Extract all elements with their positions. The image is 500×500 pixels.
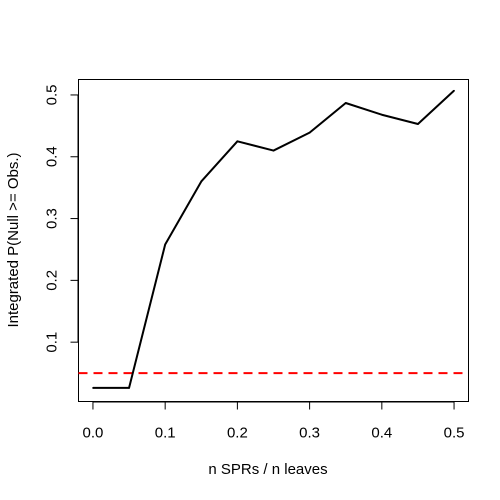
data-point — [453, 90, 455, 92]
y-tick-label: 0.4 — [44, 146, 61, 167]
x-tick-label: 0.0 — [83, 425, 104, 442]
x-tick-label: 0.1 — [155, 425, 176, 442]
x-tick-label: 0.5 — [444, 425, 465, 442]
x-tick-label: 0.3 — [299, 425, 320, 442]
y-tick-label: 0.2 — [44, 270, 61, 291]
data-point — [92, 387, 94, 389]
y-axis-label: Integrated P(Null >= Obs.) — [5, 152, 22, 327]
data-point — [345, 102, 347, 104]
y-tick-label: 0.3 — [44, 208, 61, 229]
series-layer — [92, 90, 455, 389]
series-line — [93, 91, 454, 388]
data-point — [417, 123, 419, 125]
y-tick-label: 0.1 — [44, 332, 61, 353]
data-point — [381, 114, 383, 116]
data-point — [273, 150, 275, 152]
x-axis-label: n SPRs / n leaves — [208, 461, 327, 478]
data-point — [237, 141, 239, 143]
y-axis: 0.1 0.2 0.3 0.4 0.5 — [44, 85, 79, 353]
y-tick-label: 0.5 — [44, 85, 61, 106]
data-point — [309, 132, 311, 134]
data-point — [200, 181, 202, 183]
x-tick-label: 0.2 — [227, 425, 248, 442]
x-axis: 0.0 0.1 0.2 0.3 0.4 0.5 — [83, 402, 465, 442]
data-point — [164, 244, 166, 246]
data-point — [128, 387, 130, 389]
x-tick-label: 0.4 — [371, 425, 392, 442]
